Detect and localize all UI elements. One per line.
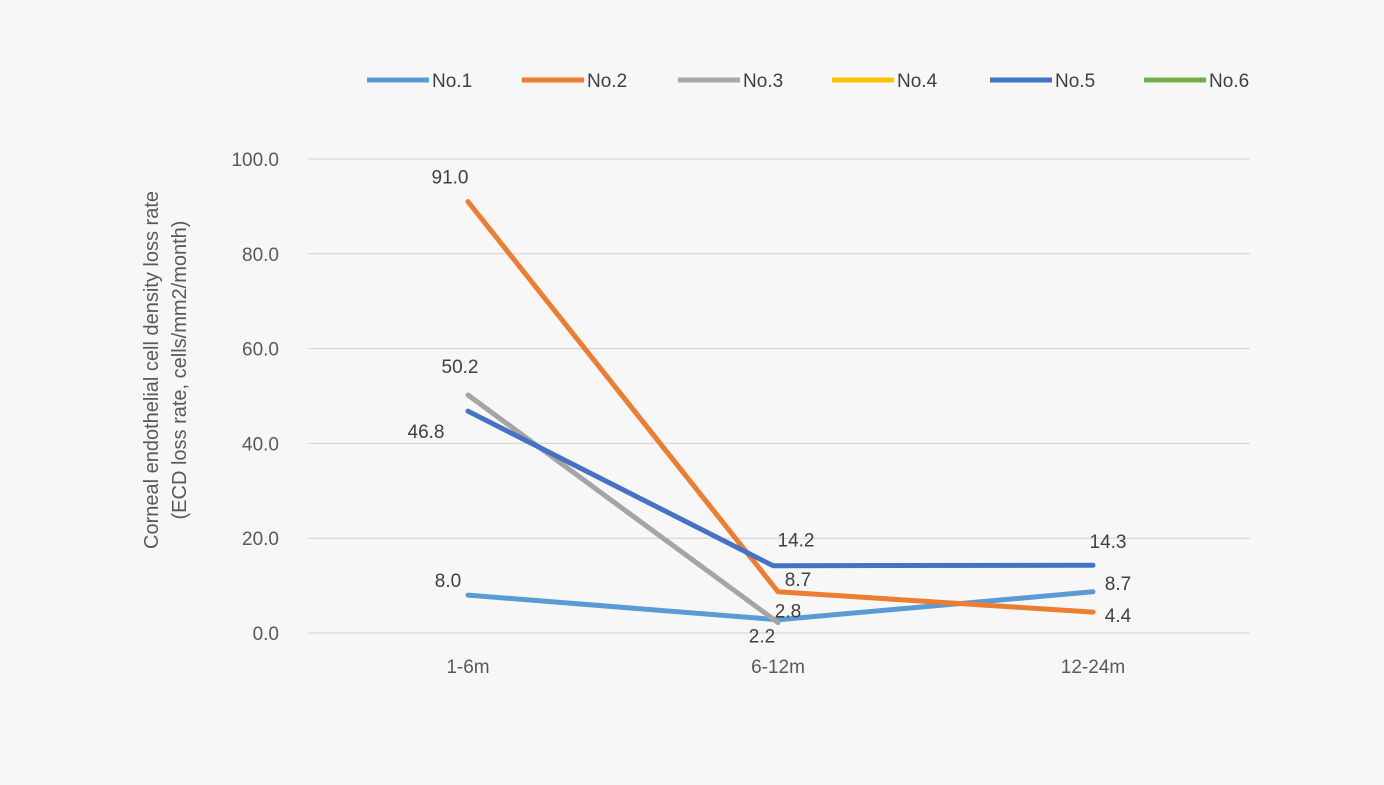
y-tick-label: 100.0 [231,150,279,171]
legend-label: No.4 [897,71,938,92]
x-tick-label: 6-12m [751,657,805,678]
y-tick-label: 80.0 [242,245,279,266]
x-tick-label: 1-6m [446,657,489,678]
legend: No.1 No.2 No.3 No.4 No.5 No.6 [367,71,1249,92]
legend-label: No.2 [587,71,627,92]
gridlines [308,158,1250,634]
y-tick-label: 20.0 [242,529,279,550]
y-axis-ticks: 0.0 20.0 40.0 60.0 80.0 100.0 [231,150,279,645]
series-line-no5 [465,408,1096,569]
x-axis-ticks: 1-6m 6-12m 12-24m [446,657,1125,678]
data-label: 8.7 [1105,574,1131,595]
y-tick-label: 40.0 [242,434,279,455]
data-labels: 8.0 2.8 8.7 91.0 8.7 4.4 50.2 2.2 46.8 14.2 14.3 [408,168,1132,648]
y-tick-label: 0.0 [253,624,279,645]
series-line-no2 [465,199,1096,615]
legend-label: No.5 [1055,71,1095,92]
y-tick-label: 60.0 [242,340,279,361]
legend-label: No.3 [743,71,783,92]
legend-label: No.6 [1209,71,1249,92]
y-axis-title-line2: (ECD loss rate, cells/mm2/month) [169,221,191,520]
series-line-no3 [465,392,781,626]
data-label: 2.8 [775,602,801,623]
data-label: 2.2 [749,627,775,648]
data-label: 50.2 [442,357,479,378]
data-label: 91.0 [432,168,469,189]
y-axis-title: Corneal endothelial cell density loss ra… [141,191,163,549]
data-label: 14.2 [778,531,815,552]
data-label: 8.0 [435,571,461,592]
data-label: 4.4 [1105,606,1132,627]
data-label: 8.7 [785,570,811,591]
series-lines [465,199,1096,626]
x-tick-label: 12-24m [1061,657,1125,678]
data-label: 46.8 [408,422,445,443]
data-label: 14.3 [1090,532,1127,553]
legend-label: No.1 [432,71,472,92]
